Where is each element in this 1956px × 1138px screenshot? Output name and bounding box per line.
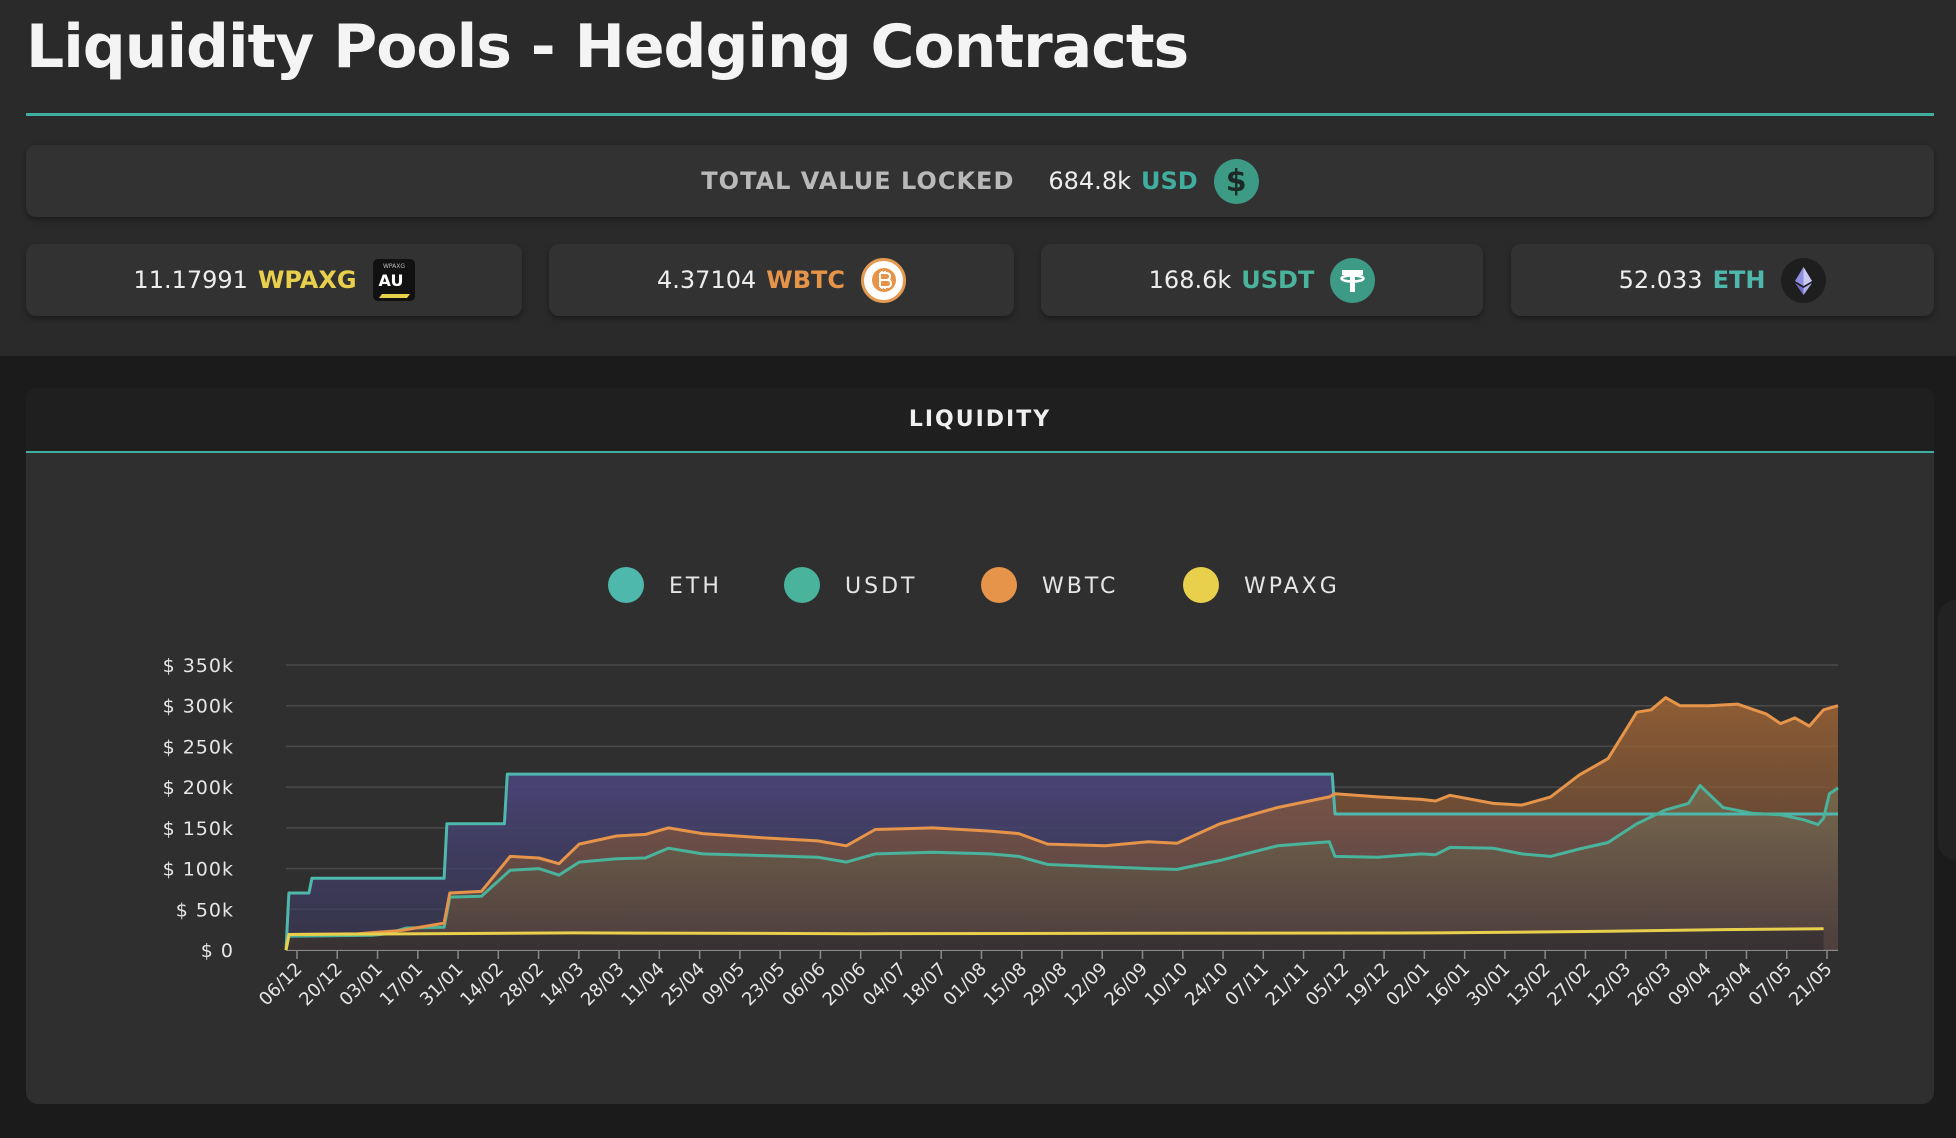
chart-title: LIQUIDITY bbox=[908, 407, 1052, 432]
x-tick-label: 09/05 bbox=[698, 959, 750, 1011]
x-tick-label: 15/08 bbox=[980, 959, 1032, 1011]
x-tick-label: 26/03 bbox=[1624, 959, 1676, 1011]
x-tick-label: 13/02 bbox=[1503, 959, 1555, 1011]
y-tick-label: $ 50k bbox=[176, 899, 234, 921]
wbtc-value: 4.37104 bbox=[657, 266, 757, 294]
x-tick-label: 25/04 bbox=[658, 959, 710, 1011]
bitcoin-icon bbox=[861, 257, 906, 303]
summary-panel: Liquidity Pools - Hedging Contracts TOTA… bbox=[0, 0, 1956, 356]
legend-swatch-wbtc bbox=[981, 567, 1017, 603]
x-tick-label: 21/05 bbox=[1785, 959, 1837, 1011]
x-tick-label: 26/09 bbox=[1101, 959, 1153, 1011]
y-tick-label: $ 300k bbox=[163, 696, 234, 718]
tvl-unit: USD bbox=[1140, 167, 1198, 195]
y-tick-label: $ 250k bbox=[163, 736, 234, 758]
total-value-locked-card: TOTAL VALUE LOCKED 684.8k USD $ bbox=[26, 145, 1934, 217]
y-tick-label: $ 350k bbox=[163, 655, 234, 677]
x-tick-label: 24/10 bbox=[1181, 959, 1233, 1011]
usdt-value: 168.6k bbox=[1148, 266, 1232, 294]
x-tick-label: 18/07 bbox=[899, 959, 951, 1011]
x-tick-label: 23/04 bbox=[1704, 959, 1756, 1011]
x-tick-label: 29/08 bbox=[1020, 959, 1072, 1011]
series-line-eth bbox=[284, 772, 1838, 951]
x-tick-label: 04/07 bbox=[859, 959, 911, 1011]
x-tick-label: 06/12 bbox=[255, 959, 307, 1011]
legend-item-usdt[interactable]: USDT bbox=[784, 567, 917, 603]
x-tick-label: 02/01 bbox=[1382, 959, 1434, 1011]
title-divider bbox=[26, 113, 1934, 116]
legend-swatch-wpaxg bbox=[1183, 567, 1219, 603]
wbtc-unit: WBTC bbox=[766, 266, 845, 294]
x-tick-label: 20/06 bbox=[819, 959, 871, 1011]
legend-item-eth[interactable]: ETH bbox=[608, 567, 722, 603]
x-tick-label: 17/01 bbox=[376, 959, 428, 1011]
x-tick-label: 10/10 bbox=[1141, 959, 1193, 1011]
usdt-unit: USDT bbox=[1241, 266, 1315, 294]
tether-icon bbox=[1330, 257, 1376, 303]
x-tick-label: 19/12 bbox=[1342, 959, 1394, 1011]
wpaxg-icon-au-text: AU bbox=[378, 271, 403, 290]
x-tick-label: 28/03 bbox=[577, 959, 629, 1011]
series-line-usdt bbox=[284, 784, 1839, 951]
wbtc-balance-card: 4.37104 WBTC bbox=[549, 244, 1014, 316]
ethereum-icon bbox=[1781, 257, 1827, 303]
liquidity-chart: $ 0 $ 50k $ 100k $ 150k $ 200k $ 250k $ 300k $ … bbox=[163, 567, 1839, 1011]
x-tick-label: 27/02 bbox=[1543, 959, 1595, 1011]
legend-item-wpaxg[interactable]: WPAXG bbox=[1183, 567, 1340, 603]
x-tick-label: 21/11 bbox=[1262, 959, 1314, 1011]
y-tick-label: $ 100k bbox=[163, 859, 234, 881]
legend-swatch-usdt bbox=[784, 567, 820, 603]
eth-unit: ETH bbox=[1712, 266, 1766, 294]
y-tick-label: $ 150k bbox=[163, 818, 234, 840]
legend-label-wbtc: WBTC bbox=[1042, 574, 1118, 599]
series-line-wbtc bbox=[284, 696, 1839, 951]
page-title: Liquidity Pools - Hedging Contracts bbox=[26, 12, 1189, 82]
x-tick-label: 23/05 bbox=[738, 959, 790, 1011]
y-tick-label: $ 200k bbox=[163, 777, 234, 799]
x-tick-label: 07/11 bbox=[1221, 959, 1273, 1011]
wpaxg-value: 11.17991 bbox=[133, 266, 248, 294]
x-tick-label: 30/01 bbox=[1463, 959, 1515, 1011]
legend-item-wbtc[interactable]: WBTC bbox=[981, 567, 1118, 603]
x-tick-label: 12/09 bbox=[1060, 959, 1112, 1011]
x-tick-label: 03/01 bbox=[336, 959, 388, 1011]
eth-value: 52.033 bbox=[1618, 266, 1703, 294]
x-tick-label: 01/08 bbox=[939, 959, 991, 1011]
x-tick-label: 11/04 bbox=[617, 959, 669, 1011]
wpaxg-unit: WPAXG bbox=[257, 266, 357, 294]
legend-label-eth: ETH bbox=[669, 574, 722, 599]
x-tick-label: 28/02 bbox=[497, 959, 549, 1011]
x-tick-label: 06/06 bbox=[778, 959, 830, 1011]
x-tick-label: 16/01 bbox=[1423, 959, 1475, 1011]
series-area-wbtc bbox=[286, 697, 1838, 950]
page-edge-decoration bbox=[1938, 600, 1956, 860]
tvl-value: 684.8k bbox=[1048, 167, 1131, 195]
tvl-label: TOTAL VALUE LOCKED bbox=[701, 167, 1015, 195]
x-tick-label: 05/12 bbox=[1302, 959, 1354, 1011]
wpaxg-icon-small-text: WPAXG bbox=[383, 263, 405, 270]
chart-header: LIQUIDITY bbox=[26, 388, 1934, 453]
eth-balance-card: 52.033 ETH bbox=[1511, 244, 1934, 316]
series-line-wpaxg bbox=[284, 927, 1824, 951]
x-tick-label: 14/02 bbox=[456, 959, 508, 1011]
legend-swatch-eth bbox=[608, 567, 644, 603]
wpaxg-balance-card: 11.17991 WPAXG WPAXG AU bbox=[26, 244, 522, 316]
wpaxg-au-icon: WPAXG AU bbox=[372, 259, 415, 301]
legend-label-wpaxg: WPAXG bbox=[1244, 574, 1340, 599]
legend-label-usdt: USDT bbox=[845, 574, 917, 599]
dollar-coin-icon: $ bbox=[1213, 158, 1259, 204]
x-tick-label: 14/03 bbox=[537, 959, 589, 1011]
x-tick-label: 20/12 bbox=[295, 959, 347, 1011]
x-tick-label: 12/03 bbox=[1584, 959, 1636, 1011]
liquidity-chart-card: LIQUIDITY $ 0 $ 50k $ 100k $ 150k $ 200k $ bbox=[26, 388, 1934, 1104]
x-tick-label: 31/01 bbox=[416, 959, 468, 1011]
x-tick-label: 07/05 bbox=[1745, 959, 1797, 1011]
usdt-balance-card: 168.6k USDT bbox=[1041, 244, 1483, 316]
x-tick-label: 09/04 bbox=[1664, 959, 1716, 1011]
y-tick-label: $ 0 bbox=[201, 940, 234, 962]
